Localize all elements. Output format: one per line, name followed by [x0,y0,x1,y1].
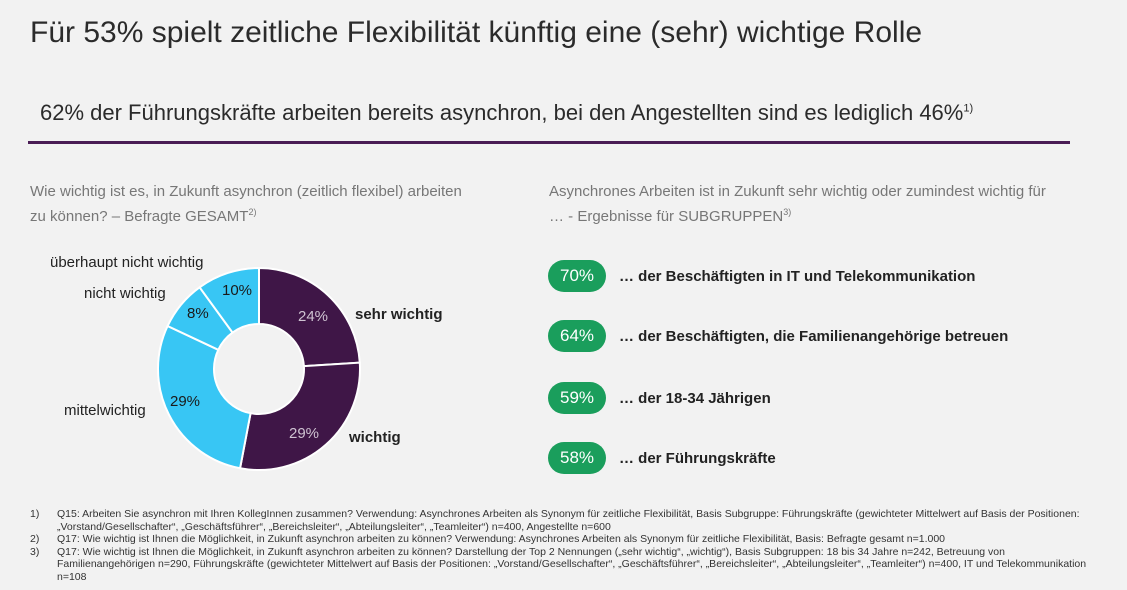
footnotes: 1) Q15: Arbeiten Sie asynchron mit Ihren … [30,508,1100,583]
left-question-text: Wie wichtig ist es, in Zukunft asynchron… [30,183,462,225]
donut-slice-überhaupt-nicht-wichtig [198,266,260,334]
slice-label-ueberhaupt-nicht-wichtig: überhaupt nicht wichtig [50,254,204,271]
subgroup-label: … der Beschäftigten in IT und Telekommun… [619,267,976,285]
subgroup-value-pill: 64% [548,320,606,352]
subtitle-footnote-ref: 1) [963,102,974,115]
subgroup-value-pill: 58% [548,442,606,474]
footnote-text: Q15: Arbeiten Sie asynchron mit Ihren Ko… [57,508,1080,533]
subgroup-row: 59% … der 18-34 Jährigen [548,381,771,415]
subgroup-label: … der Beschäftigten, die Familienangehör… [619,327,1009,345]
donut-chart [157,266,361,471]
slice-value-sehr-wichtig: 24% [298,308,329,325]
slice-label-sehr-wichtig: sehr wichtig [355,306,443,323]
donut-slice-wichtig [238,361,361,471]
donut-slice-mittelwichtig [157,324,252,470]
footnote-text: Q17: Wie wichtig ist Ihnen die Möglichke… [57,545,1087,583]
footnote: 3) Q17: Wie wichtig ist Ihnen die Möglich… [30,546,1100,584]
subgroup-row: 58% … der Führungskräfte [548,441,776,475]
subtitle-text: 62% der Führungskräfte arbeiten bereits … [40,100,964,125]
slice-label-mittelwichtig: mittelwichtig [64,402,146,419]
subgroup-row: 64% … der Beschäftigten, die Familienang… [548,319,1008,353]
slice-label-nicht-wichtig: nicht wichtig [84,285,166,302]
footnote-text: Q17: Wie wichtig ist Ihnen die Möglichke… [57,533,946,545]
slice-value-mittelwichtig: 29% [170,393,201,410]
subgroup-label: … der 18-34 Jährigen [619,389,771,407]
footnote-number: 3) [30,545,40,558]
donut-slice-sehr-wichtig [258,266,361,368]
slice-value-nicht-wichtig: 8% [187,305,209,322]
footnote: 1) Q15: Arbeiten Sie asynchron mit Ihren … [30,508,1100,533]
right-question-ref: 3) [783,207,792,217]
divider-rule [28,141,1070,144]
subgroup-value-pill: 70% [548,260,606,292]
page-title: Für 53% spielt zeitliche Flexibilität kü… [30,16,923,49]
footnote-number: 1) [30,508,40,520]
slice-label-wichtig: wichtig [349,429,401,446]
subgroup-value-pill: 59% [548,382,606,414]
page-subtitle: 62% der Führungskräfte arbeiten bereits … [40,100,973,126]
footnote-number: 2) [30,533,40,545]
subgroup-row: 70% … der Beschäftigten in IT und Teleko… [548,259,975,293]
left-question-ref: 2) [248,207,257,217]
slice-value-ueberhaupt-nicht-wichtig: 10% [222,282,253,299]
subgroup-label: … der Führungskräfte [619,449,776,467]
right-question-text: Asynchrones Arbeiten ist in Zukunft sehr… [549,183,1046,225]
footnote: 2) Q17: Wie wichtig ist Ihnen die Möglich… [30,533,1100,546]
left-question: Wie wichtig ist es, in Zukunft asynchron… [30,181,470,227]
slice-value-wichtig: 29% [289,425,320,442]
right-question: Asynchrones Arbeiten ist in Zukunft sehr… [549,181,1049,227]
